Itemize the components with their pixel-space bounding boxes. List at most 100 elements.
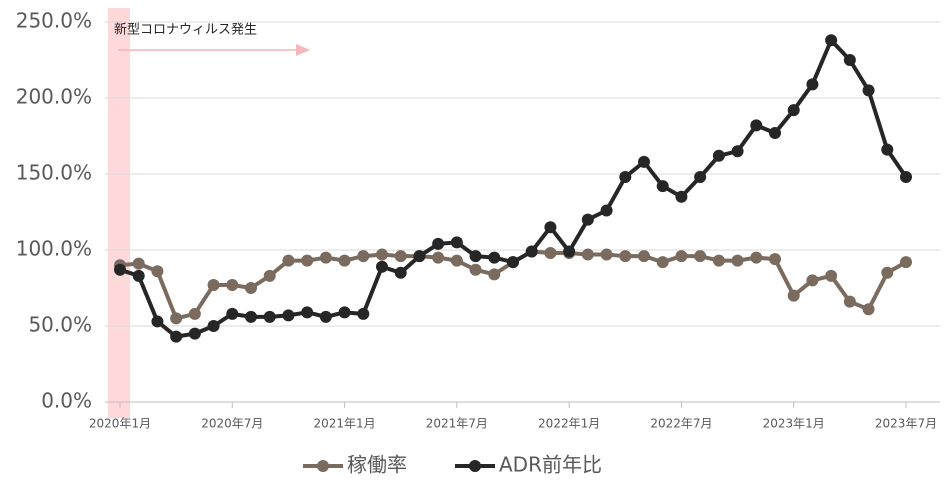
- point: [282, 254, 295, 267]
- point: [245, 310, 257, 323]
- point: [619, 171, 632, 184]
- point: [638, 155, 650, 168]
- point: [769, 253, 781, 266]
- point: [656, 256, 669, 269]
- point: [900, 256, 912, 269]
- point: [151, 265, 164, 278]
- point: [207, 320, 220, 332]
- point: [469, 263, 482, 276]
- point: [843, 295, 856, 308]
- point: [394, 250, 407, 263]
- point: [170, 330, 183, 343]
- point: [694, 171, 707, 184]
- point: [525, 245, 538, 258]
- point: [132, 269, 145, 282]
- point: [619, 250, 632, 263]
- point: [862, 303, 875, 316]
- legend-marker: [469, 460, 481, 472]
- point: [488, 251, 501, 264]
- point: [432, 237, 445, 250]
- point: [881, 143, 894, 156]
- point: [769, 126, 781, 139]
- x-tick-label: 2021年1月: [313, 417, 375, 431]
- point: [132, 257, 145, 270]
- point: [843, 54, 856, 66]
- point: [114, 263, 126, 276]
- annotation: 新型コロナウィルス発生: [114, 22, 257, 38]
- point: [825, 34, 838, 47]
- point: [787, 289, 800, 302]
- point: [357, 250, 370, 263]
- point: [581, 213, 594, 226]
- point: [319, 251, 332, 264]
- point: [338, 254, 351, 267]
- y-tick-label: 50.0%: [28, 313, 92, 337]
- point: [282, 309, 295, 322]
- event-arrow-head: [296, 44, 310, 56]
- point: [394, 266, 407, 279]
- point: [825, 269, 838, 282]
- point: [263, 269, 276, 282]
- point: [600, 204, 613, 217]
- point: [806, 78, 819, 91]
- point: [675, 190, 688, 203]
- point: [731, 145, 744, 158]
- point: [600, 248, 613, 261]
- point: [581, 248, 594, 261]
- point: [881, 266, 894, 279]
- point: [245, 282, 257, 294]
- point: [357, 307, 370, 320]
- point: [188, 327, 201, 340]
- point: [376, 248, 388, 261]
- point: [450, 254, 463, 267]
- point: [151, 315, 164, 328]
- x-tick-label: 2022年7月: [650, 417, 712, 431]
- point: [319, 310, 332, 323]
- point: [376, 260, 388, 273]
- x-tick-label: 2020年1月: [89, 417, 151, 431]
- point: [731, 254, 744, 267]
- point: [563, 245, 576, 258]
- point: [207, 278, 220, 291]
- legend-marker: [317, 460, 329, 472]
- y-tick-label: 250.0%: [16, 9, 92, 33]
- point: [900, 171, 912, 184]
- y-tick-label: 100.0%: [16, 237, 92, 261]
- legend-label: 稼働率: [347, 453, 407, 477]
- point: [263, 310, 276, 323]
- point: [806, 274, 819, 287]
- point: [712, 254, 725, 267]
- point: [170, 312, 183, 325]
- y-tick-label: 150.0%: [16, 161, 92, 185]
- x-tick-label: 2022年1月: [538, 417, 600, 431]
- y-tick-label: 0.0%: [41, 389, 92, 413]
- point: [450, 236, 463, 249]
- point: [432, 251, 445, 264]
- series-line: [119, 38, 908, 339]
- point: [656, 180, 669, 193]
- point: [862, 84, 875, 97]
- point: [544, 221, 557, 234]
- point: [694, 250, 707, 263]
- point: [301, 254, 314, 267]
- point: [488, 268, 501, 281]
- x-tick-label: 2023年1月: [763, 417, 825, 431]
- point: [469, 250, 482, 263]
- point: [750, 251, 763, 264]
- point: [750, 119, 763, 132]
- point: [301, 306, 314, 319]
- x-tick-label: 2020年7月: [201, 417, 263, 431]
- point: [675, 250, 688, 263]
- point: [507, 256, 519, 269]
- point: [413, 250, 426, 263]
- point: [226, 307, 239, 320]
- point: [787, 104, 800, 117]
- point: [226, 278, 239, 291]
- point: [638, 250, 650, 263]
- point: [338, 306, 351, 319]
- point: [544, 247, 557, 260]
- event-band: [108, 8, 130, 418]
- legend-label: ADR前年比: [499, 453, 602, 477]
- x-tick-label: 2023年7月: [875, 417, 937, 431]
